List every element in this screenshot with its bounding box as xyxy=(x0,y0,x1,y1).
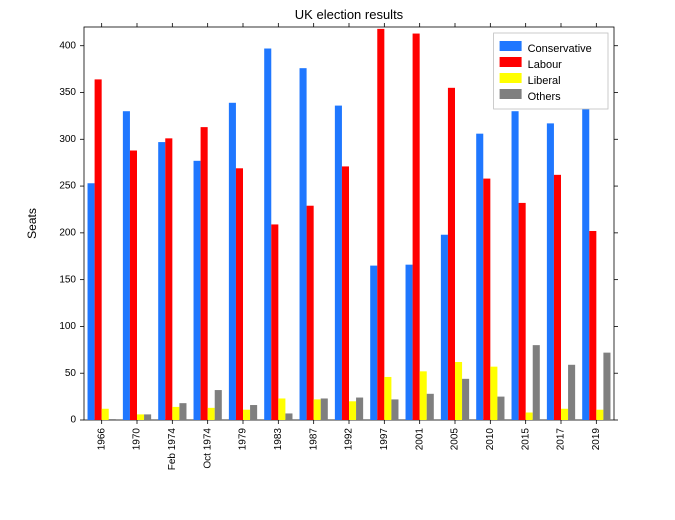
legend-swatch xyxy=(500,57,522,67)
bar xyxy=(243,410,250,420)
legend-label: Conservative xyxy=(528,43,592,55)
xtick-label: 1987 xyxy=(308,428,319,451)
bar xyxy=(356,398,363,420)
bar xyxy=(455,362,462,420)
xtick-label: 2005 xyxy=(450,428,461,451)
bar xyxy=(342,166,349,420)
bar-chart: 0 50 100 150 200 250 300 350 400 1966 1970 Feb 1974… xyxy=(0,0,675,520)
y-axis-label: Seats xyxy=(25,208,39,239)
legend-label: Labour xyxy=(528,59,563,71)
xtick-label: 1979 xyxy=(238,428,249,451)
xtick-label: Feb 1974 xyxy=(167,428,178,471)
bar xyxy=(420,371,427,420)
bar xyxy=(285,413,292,420)
ytick-label: 250 xyxy=(59,181,76,192)
bar xyxy=(603,353,610,420)
bar xyxy=(512,111,519,420)
bar xyxy=(172,407,179,420)
bar xyxy=(391,399,398,420)
xtick-label: 2001 xyxy=(414,428,425,451)
bar xyxy=(335,106,342,420)
ytick-label: 150 xyxy=(59,274,76,285)
xtick-label: 1997 xyxy=(379,428,390,451)
xtick-label: 1970 xyxy=(132,428,143,451)
bar xyxy=(278,398,285,420)
bar xyxy=(596,410,603,420)
bar xyxy=(497,397,504,420)
bar xyxy=(476,134,483,420)
chart-title: UK election results xyxy=(295,7,404,22)
bar xyxy=(547,123,554,420)
bar xyxy=(526,413,533,420)
bar xyxy=(229,103,236,420)
xtick-label: 2010 xyxy=(485,428,496,451)
bar xyxy=(271,224,278,420)
xtick-label: 1992 xyxy=(344,428,355,451)
bar xyxy=(413,34,420,420)
xtick-label: 2019 xyxy=(591,428,602,451)
legend-label: Liberal xyxy=(528,75,561,87)
bar xyxy=(158,142,165,420)
bar xyxy=(589,231,596,420)
bar xyxy=(384,377,391,420)
bar xyxy=(462,379,469,420)
bar xyxy=(215,390,222,420)
ytick-label: 50 xyxy=(65,368,77,379)
bar xyxy=(483,179,490,420)
bar xyxy=(582,78,589,420)
bar xyxy=(307,206,314,420)
bar xyxy=(300,68,307,420)
xtick-label: 2017 xyxy=(556,428,567,451)
bar xyxy=(321,398,328,420)
bar xyxy=(448,88,455,420)
bar xyxy=(194,161,201,420)
bar xyxy=(130,151,137,420)
legend-swatch xyxy=(500,73,522,83)
xtick-label: 1983 xyxy=(273,428,284,451)
ytick-label: 200 xyxy=(59,227,76,238)
bar xyxy=(490,367,497,420)
ytick-label: 350 xyxy=(59,87,76,98)
bar xyxy=(88,183,95,420)
bar xyxy=(370,266,377,420)
legend-label: Others xyxy=(528,91,562,103)
ytick-label: 400 xyxy=(59,40,76,51)
bar xyxy=(377,29,384,420)
legend-swatch xyxy=(500,89,522,99)
bar xyxy=(519,203,526,420)
bar xyxy=(427,394,434,420)
bar xyxy=(102,409,109,420)
bar xyxy=(406,265,413,420)
bar xyxy=(109,419,116,420)
legend-swatch xyxy=(500,41,522,51)
bar xyxy=(561,409,568,420)
bar xyxy=(95,79,102,420)
bar xyxy=(179,403,186,420)
bar xyxy=(165,138,172,420)
ytick-label: 100 xyxy=(59,321,76,332)
ytick-label: 0 xyxy=(70,415,76,426)
bar xyxy=(314,399,321,420)
bar xyxy=(568,365,575,420)
bar xyxy=(264,49,271,420)
bar xyxy=(441,235,448,420)
xtick-label: 2015 xyxy=(520,428,531,451)
bar xyxy=(349,401,356,420)
bar xyxy=(123,111,130,420)
xtick-label: Oct 1974 xyxy=(202,428,213,469)
xtick-label: 1966 xyxy=(96,428,107,451)
bar xyxy=(236,168,243,420)
bar xyxy=(250,405,257,420)
bar xyxy=(554,175,561,420)
bar xyxy=(208,408,215,420)
ytick-label: 300 xyxy=(59,134,76,145)
bar xyxy=(201,127,208,420)
bar xyxy=(137,414,144,420)
chart-container: 0 50 100 150 200 250 300 350 400 1966 1970 Feb 1974… xyxy=(0,0,675,520)
bar xyxy=(533,345,540,420)
bar xyxy=(144,414,151,420)
